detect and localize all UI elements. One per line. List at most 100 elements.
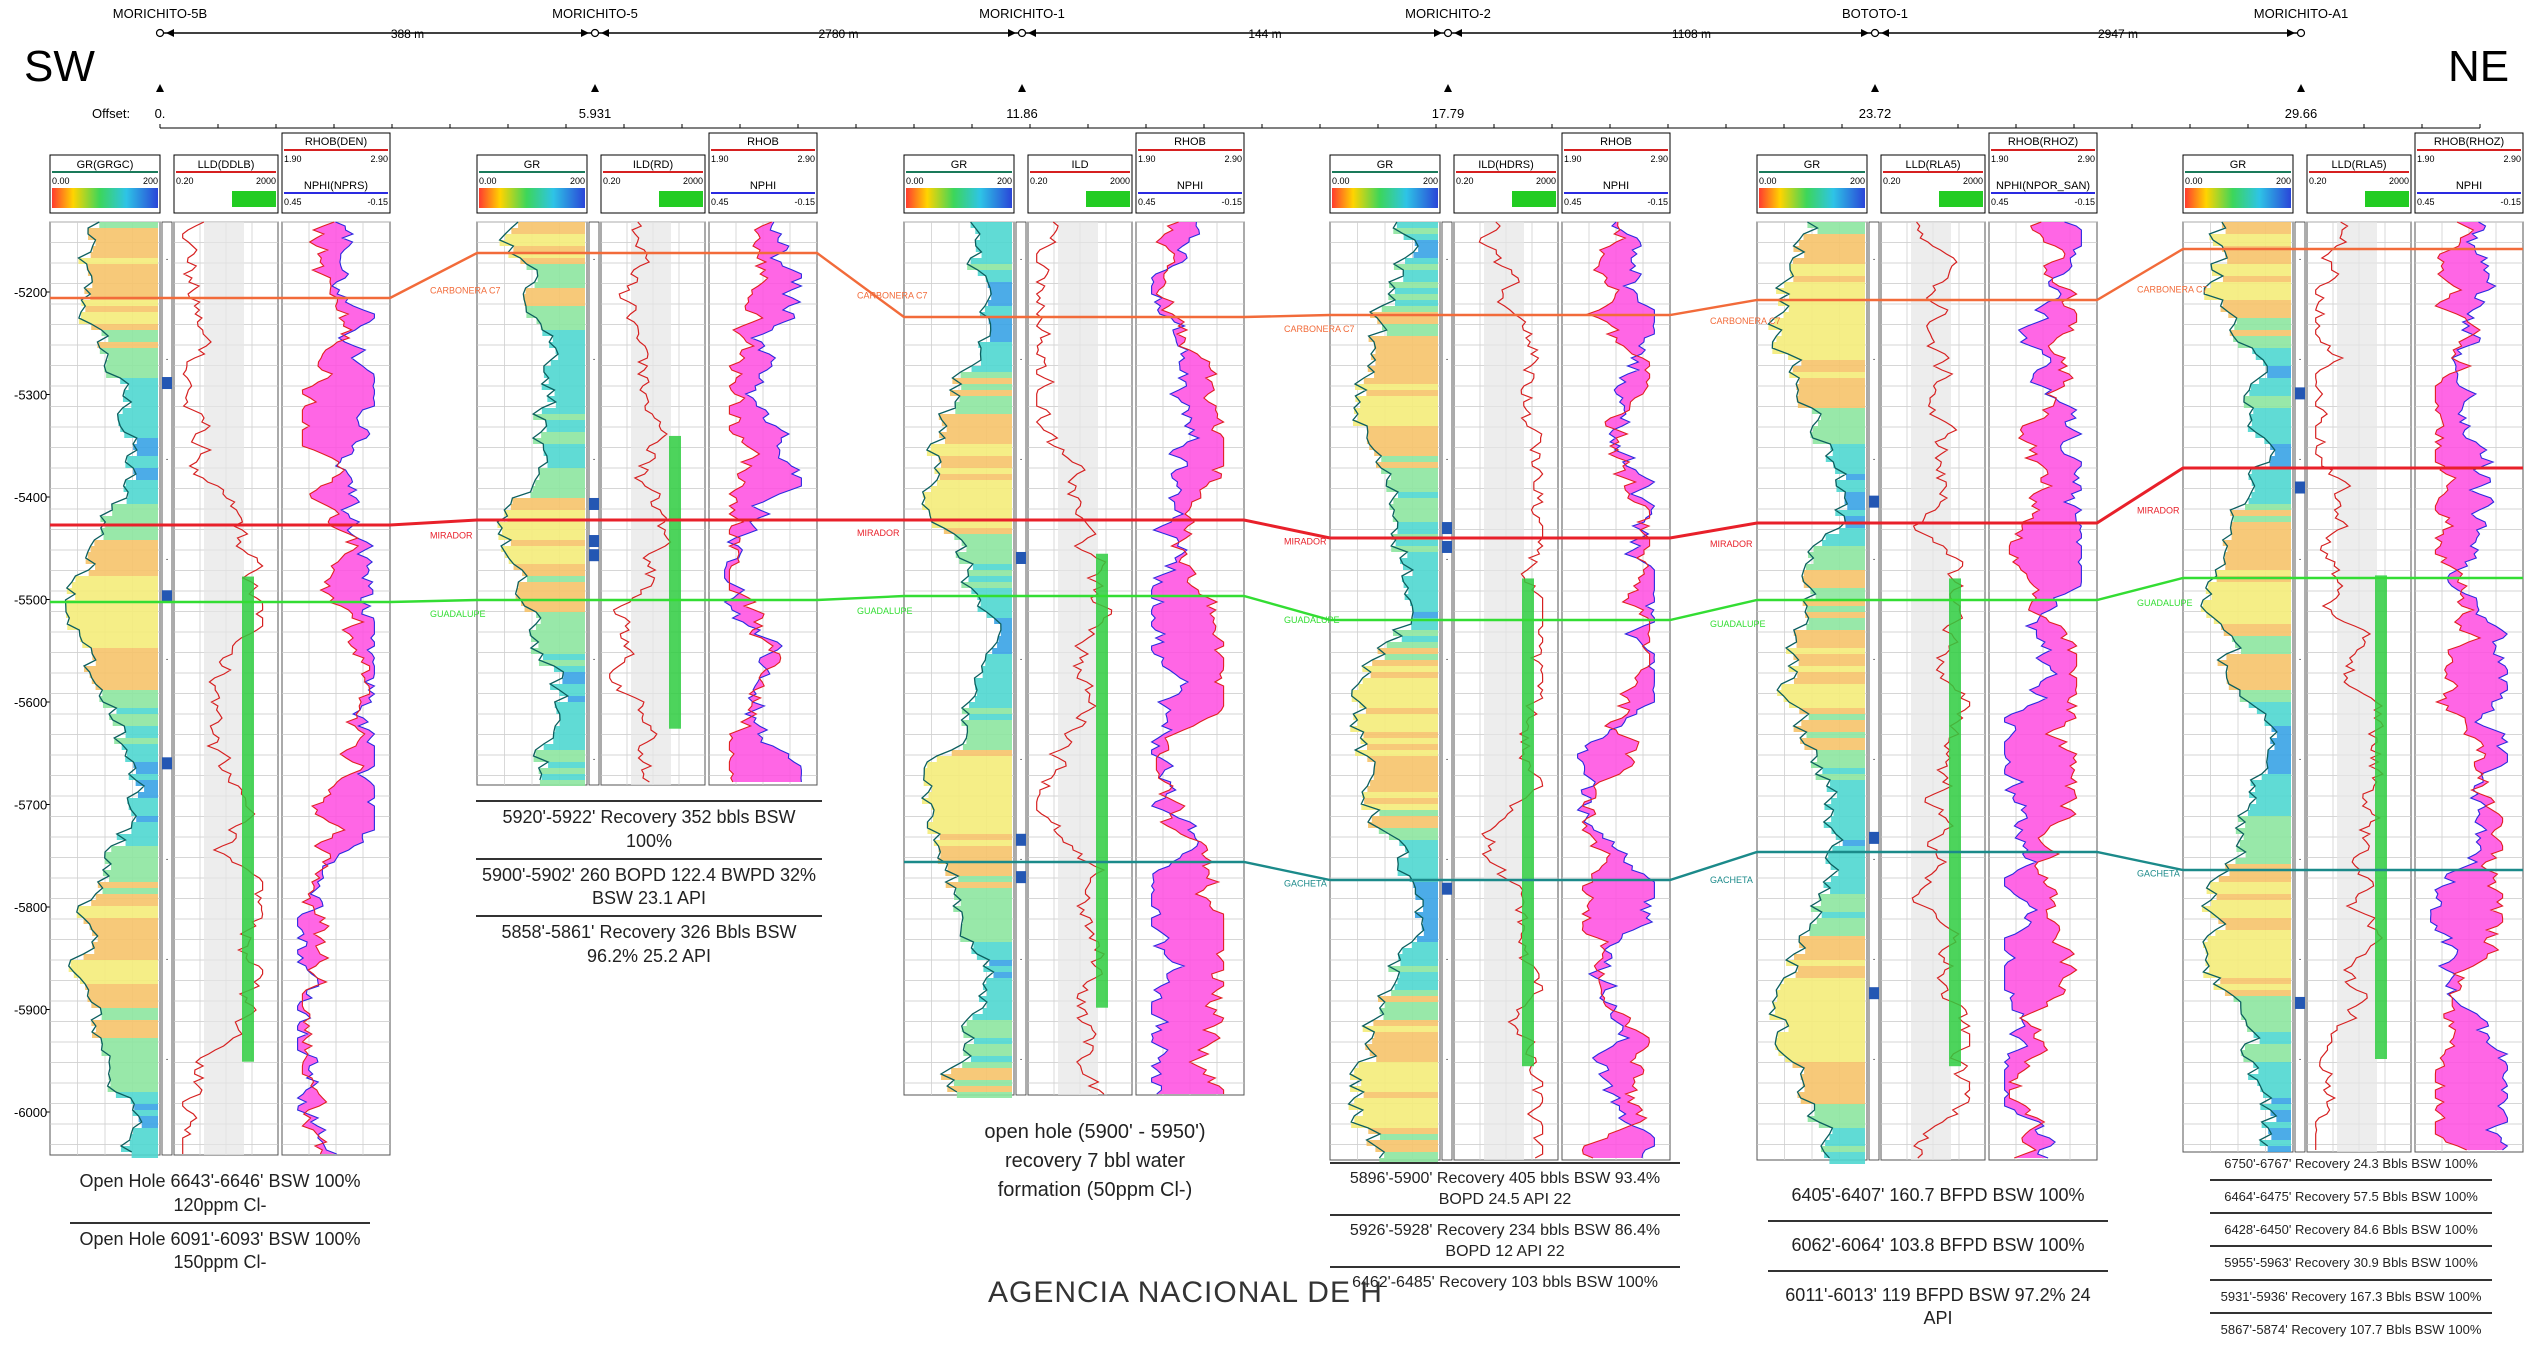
- well-name-label: MORICHITO-5: [552, 6, 638, 21]
- gr-lithology-fill: [1808, 552, 1865, 558]
- track-name: RHOB: [1600, 136, 1632, 148]
- gr-lithology-fill: [1368, 336, 1438, 342]
- test-result: Open Hole 6643'-6646' BSW 100% 120ppm Cl…: [70, 1166, 370, 1224]
- depth-track: [161, 221, 173, 1156]
- well-marker: [2296, 28, 2306, 38]
- perforation-marker: [1442, 522, 1452, 535]
- gr-lithology-fill: [1377, 318, 1438, 324]
- resistivity-green-fill: [242, 576, 254, 1062]
- gr-lithology-fill: [522, 570, 585, 576]
- gr-lithology-fill: [1797, 672, 1865, 678]
- horizon-path: [904, 850, 2523, 882]
- results-morichito-1: open hole (5900' - 5950') recovery 7 bbl…: [984, 1121, 1206, 1201]
- gr-lithology-fill: [1374, 372, 1438, 378]
- gr-lithology-fill: [69, 618, 158, 624]
- gr-lithology-fill: [1799, 378, 1865, 384]
- gr-lithology-fill: [1803, 582, 1865, 588]
- gr-lithology-fill: [1836, 486, 1865, 492]
- gr-lithology-fill: [108, 1074, 158, 1080]
- gr-lithology-fill: [2259, 378, 2291, 384]
- gr-lithology-fill: [2204, 294, 2291, 300]
- gr-lithology-fill: [2226, 654, 2291, 660]
- gr-lithology-fill: [1375, 360, 1438, 366]
- depth-mark: ·: [2298, 954, 2301, 965]
- gr-lithology-fill: [1401, 576, 1438, 582]
- track-name: RHOB: [1174, 136, 1206, 148]
- gr-lithology-fill: [1817, 756, 1865, 762]
- gr-lithology-fill: [101, 330, 158, 336]
- gr-lithology-fill: [1350, 1086, 1438, 1092]
- gr-lithology-fill: [538, 768, 585, 774]
- gr-lithology-fill: [1832, 846, 1865, 852]
- gr-lithology-fill: [1414, 240, 1438, 246]
- gr-lithology-fill: [955, 408, 1012, 414]
- gr-lithology-fill: [962, 744, 1012, 750]
- gr-lithology-fill: [111, 864, 158, 870]
- test-result: 5920'-5922' Recovery 352 bbls BSW 100%: [476, 802, 822, 860]
- gr-lithology-fill: [548, 378, 585, 384]
- track-name: ILD: [1071, 159, 1088, 171]
- depth-tick-label: -5800: [14, 900, 47, 915]
- perforation-marker: [1869, 831, 1879, 844]
- gr-lithology-fill: [955, 552, 1012, 558]
- gr-lithology-fill: [1777, 690, 1865, 696]
- gr-lithology-fill: [1795, 636, 1865, 642]
- well-top-icon: [2297, 84, 2305, 92]
- gr-lithology-fill: [973, 942, 1012, 948]
- resistivity-fill-key: [1939, 191, 1983, 207]
- gr-lithology-fill: [553, 732, 585, 738]
- gr-lithology-fill: [1378, 828, 1438, 834]
- gr-lithology-fill: [1367, 786, 1438, 792]
- gr-lithology-fill: [512, 498, 585, 504]
- gr-lithology-fill: [976, 954, 1012, 960]
- gr-lithology-fill: [1375, 1146, 1438, 1152]
- gr-lithology-fill: [1379, 1008, 1438, 1014]
- gr-lithology-fill: [1804, 1086, 1865, 1092]
- scale-max: 2000: [1536, 176, 1556, 186]
- gr-lithology-fill: [1398, 954, 1438, 960]
- gr-lithology-fill: [1778, 300, 1865, 306]
- gr-lithology-fill: [2276, 1116, 2291, 1122]
- density-neutron-fill: [2430, 222, 2508, 1150]
- gr-lithology-fill: [2271, 1134, 2291, 1140]
- gr-lithology-fill: [550, 360, 585, 366]
- gr-curve: [1767, 221, 1849, 1159]
- gr-lithology-fill: [938, 846, 1012, 852]
- gr-lithology-fill: [2201, 906, 2291, 912]
- gr-lithology-fill: [124, 726, 158, 732]
- gr-lithology-fill: [2245, 822, 2291, 828]
- gr-lithology-fill: [985, 276, 1012, 282]
- gr-lithology-fill: [1797, 966, 1865, 972]
- gr-lithology-fill: [543, 444, 585, 450]
- gr-lithology-fill: [70, 960, 158, 966]
- gr-lithology-fill: [84, 288, 158, 294]
- gr-lithology-fill: [81, 300, 158, 306]
- gr-lithology-fill: [2209, 234, 2291, 240]
- gr-lithology-fill: [986, 654, 1012, 660]
- gr-lithology-fill: [1785, 1056, 1865, 1062]
- gr-lithology-fill: [108, 336, 158, 342]
- gr-lithology-fill: [2251, 480, 2291, 486]
- gr-lithology-fill: [933, 810, 1012, 816]
- gr-lithology-fill: [941, 420, 1012, 426]
- gr-lithology-fill: [555, 726, 585, 732]
- gr-lithology-fill: [1366, 1140, 1438, 1146]
- gr-lithology-fill: [2264, 720, 2291, 726]
- gr-lithology-fill: [1381, 468, 1438, 474]
- gr-lithology-fill: [971, 588, 1012, 594]
- gr-lithology-fill: [1804, 1068, 1865, 1074]
- gr-lithology-fill: [961, 924, 1012, 930]
- gr-lithology-fill: [131, 1134, 158, 1140]
- gr-lithology-fill: [1421, 924, 1438, 930]
- scale-max: 2000: [1963, 176, 1983, 186]
- resistivity-green-fill: [669, 435, 681, 729]
- gr-lithology-fill: [990, 324, 1012, 330]
- gr-lithology-fill: [1801, 720, 1865, 726]
- gr-lithology-fill: [1412, 570, 1438, 576]
- gr-lithology-fill: [101, 1014, 158, 1020]
- well-marker: [155, 28, 165, 38]
- gr-lithology-fill: [1796, 384, 1865, 390]
- gr-lithology-fill: [1374, 1032, 1438, 1038]
- gr-lithology-fill: [1830, 780, 1865, 786]
- gr-lithology-fill: [120, 378, 158, 384]
